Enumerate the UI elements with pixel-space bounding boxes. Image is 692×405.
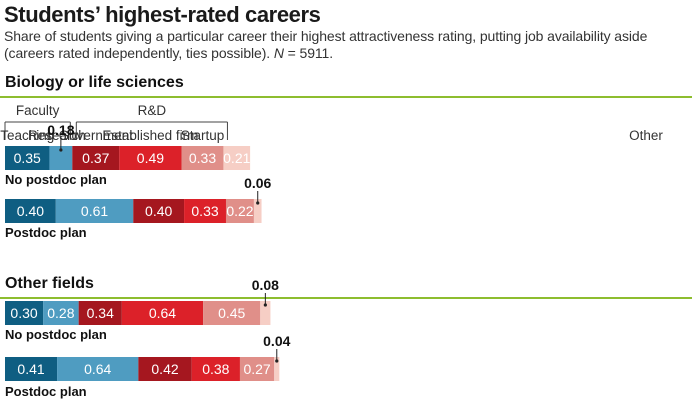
bar-segment-government: [78, 301, 122, 325]
data-label-established-firm: 0.33: [191, 203, 218, 219]
data-label-teaching: 0.35: [14, 150, 41, 166]
data-label-research: 0.28: [47, 305, 74, 321]
bar-segment-research: [49, 146, 73, 170]
bar-row-no-postdoc-plan: 0.35 0.18 0.37 0.49 0.33 0.21 No postdoc plan: [5, 122, 251, 187]
bar-segment-startup: [225, 199, 254, 223]
bar-row-postdoc-plan: 0.41 0.64 0.42 0.38 0.27 0.04 Postdoc plan: [5, 333, 291, 399]
category-label-research: Research: [28, 128, 86, 143]
bar-segment-other: [260, 301, 271, 325]
data-label-established-firm: 0.38: [202, 361, 229, 377]
bar-segment-teaching: [5, 199, 56, 223]
data-label-established-firm: 0.49: [137, 150, 164, 166]
bar-segment-teaching: [5, 357, 58, 381]
data-label-research: 0.64: [84, 361, 111, 377]
data-label-teaching: 0.40: [17, 203, 44, 219]
row-label-postdoc-plan: Postdoc plan: [5, 225, 87, 240]
data-label-government: 0.42: [151, 361, 178, 377]
category-label-government: Government: [59, 128, 134, 143]
row-label-postdoc-plan: Postdoc plan: [5, 384, 87, 399]
callout-dot-research: [59, 148, 63, 152]
data-label-other: 0.08: [252, 277, 279, 293]
group-header-rd: R&D: [138, 103, 167, 118]
data-label-startup: 0.27: [243, 361, 270, 377]
bar-segment-other: [223, 146, 251, 170]
data-label-startup: 0.33: [189, 150, 216, 166]
callout-dot-other: [256, 201, 260, 205]
bar-segment-established-firm: [121, 301, 204, 325]
bar-segment-research: [43, 301, 79, 325]
bar-segment-government: [133, 199, 185, 223]
subtitle-text: Share of students giving a particular ca…: [4, 28, 648, 61]
data-label-startup: 0.45: [218, 305, 245, 321]
bar-segment-established-firm: [184, 199, 226, 223]
panel-biology-or-life-sciences: Biology or life sciences 0.35 0.18 0.37 0.49…: [0, 74, 692, 240]
bar-segment-established-firm: [191, 357, 240, 381]
panel-title-biology-or-life-sciences: Biology or life sciences: [5, 74, 184, 91]
chart-title: Students’ highest-rated careers: [4, 2, 321, 27]
category-label-established-firm: Established firm: [102, 128, 198, 143]
data-label-teaching: 0.30: [10, 305, 37, 321]
bar-segment-government: [72, 146, 120, 170]
data-label-research: 0.61: [81, 203, 108, 219]
callout-dot-other: [275, 359, 279, 363]
data-label-government: 0.37: [82, 150, 109, 166]
data-label-established-firm: 0.64: [149, 305, 176, 321]
category-header: [4, 121, 228, 140]
bar-segment-research: [57, 357, 139, 381]
data-label-research: 0.18: [47, 122, 74, 138]
row-label-no-postdoc-plan: No postdoc plan: [5, 327, 107, 342]
bar-segment-government: [138, 357, 192, 381]
panel-other-fields: Other fields 0.30 0.28 0.34 0.64 0.45 0.08 No p…: [0, 275, 692, 399]
data-label-other: 0.04: [263, 333, 290, 349]
category-label-other: Other: [629, 128, 663, 143]
category-label-startup: Startup: [181, 128, 225, 143]
bar-segment-startup: [181, 146, 224, 170]
bar-segment-research: [55, 199, 134, 223]
category-label-teaching: Teaching: [0, 128, 54, 143]
callout-dot-other: [263, 303, 267, 307]
data-label-startup: 0.22: [226, 203, 253, 219]
data-label-other: 0.06: [244, 175, 271, 191]
bar-segment-established-firm: [119, 146, 182, 170]
bar-segment-teaching: [5, 146, 50, 170]
bar-row-no-postdoc-plan: 0.30 0.28 0.34 0.64 0.45 0.08 No postdoc plan: [5, 277, 279, 342]
bar-row-postdoc-plan: 0.40 0.61 0.40 0.33 0.22 0.06 Postdoc plan: [5, 175, 272, 240]
data-label-teaching: 0.41: [17, 361, 44, 377]
n-label: N: [273, 45, 284, 61]
group-header-faculty: Faculty: [16, 103, 60, 118]
bar-segment-other: [274, 357, 280, 381]
bar-segment-teaching: [5, 301, 44, 325]
panel-title-other-fields: Other fields: [5, 275, 94, 292]
chart-subtitle: Share of students giving a particular ca…: [4, 28, 688, 62]
data-label-government: 0.40: [145, 203, 172, 219]
bar-segment-other: [253, 199, 262, 223]
data-label-other: 0.21: [223, 150, 250, 166]
bar-segment-startup: [203, 301, 261, 325]
n-value: = 5911.: [287, 45, 334, 61]
data-label-government: 0.34: [87, 305, 114, 321]
bar-segment-startup: [239, 357, 275, 381]
row-label-no-postdoc-plan: No postdoc plan: [5, 172, 107, 187]
